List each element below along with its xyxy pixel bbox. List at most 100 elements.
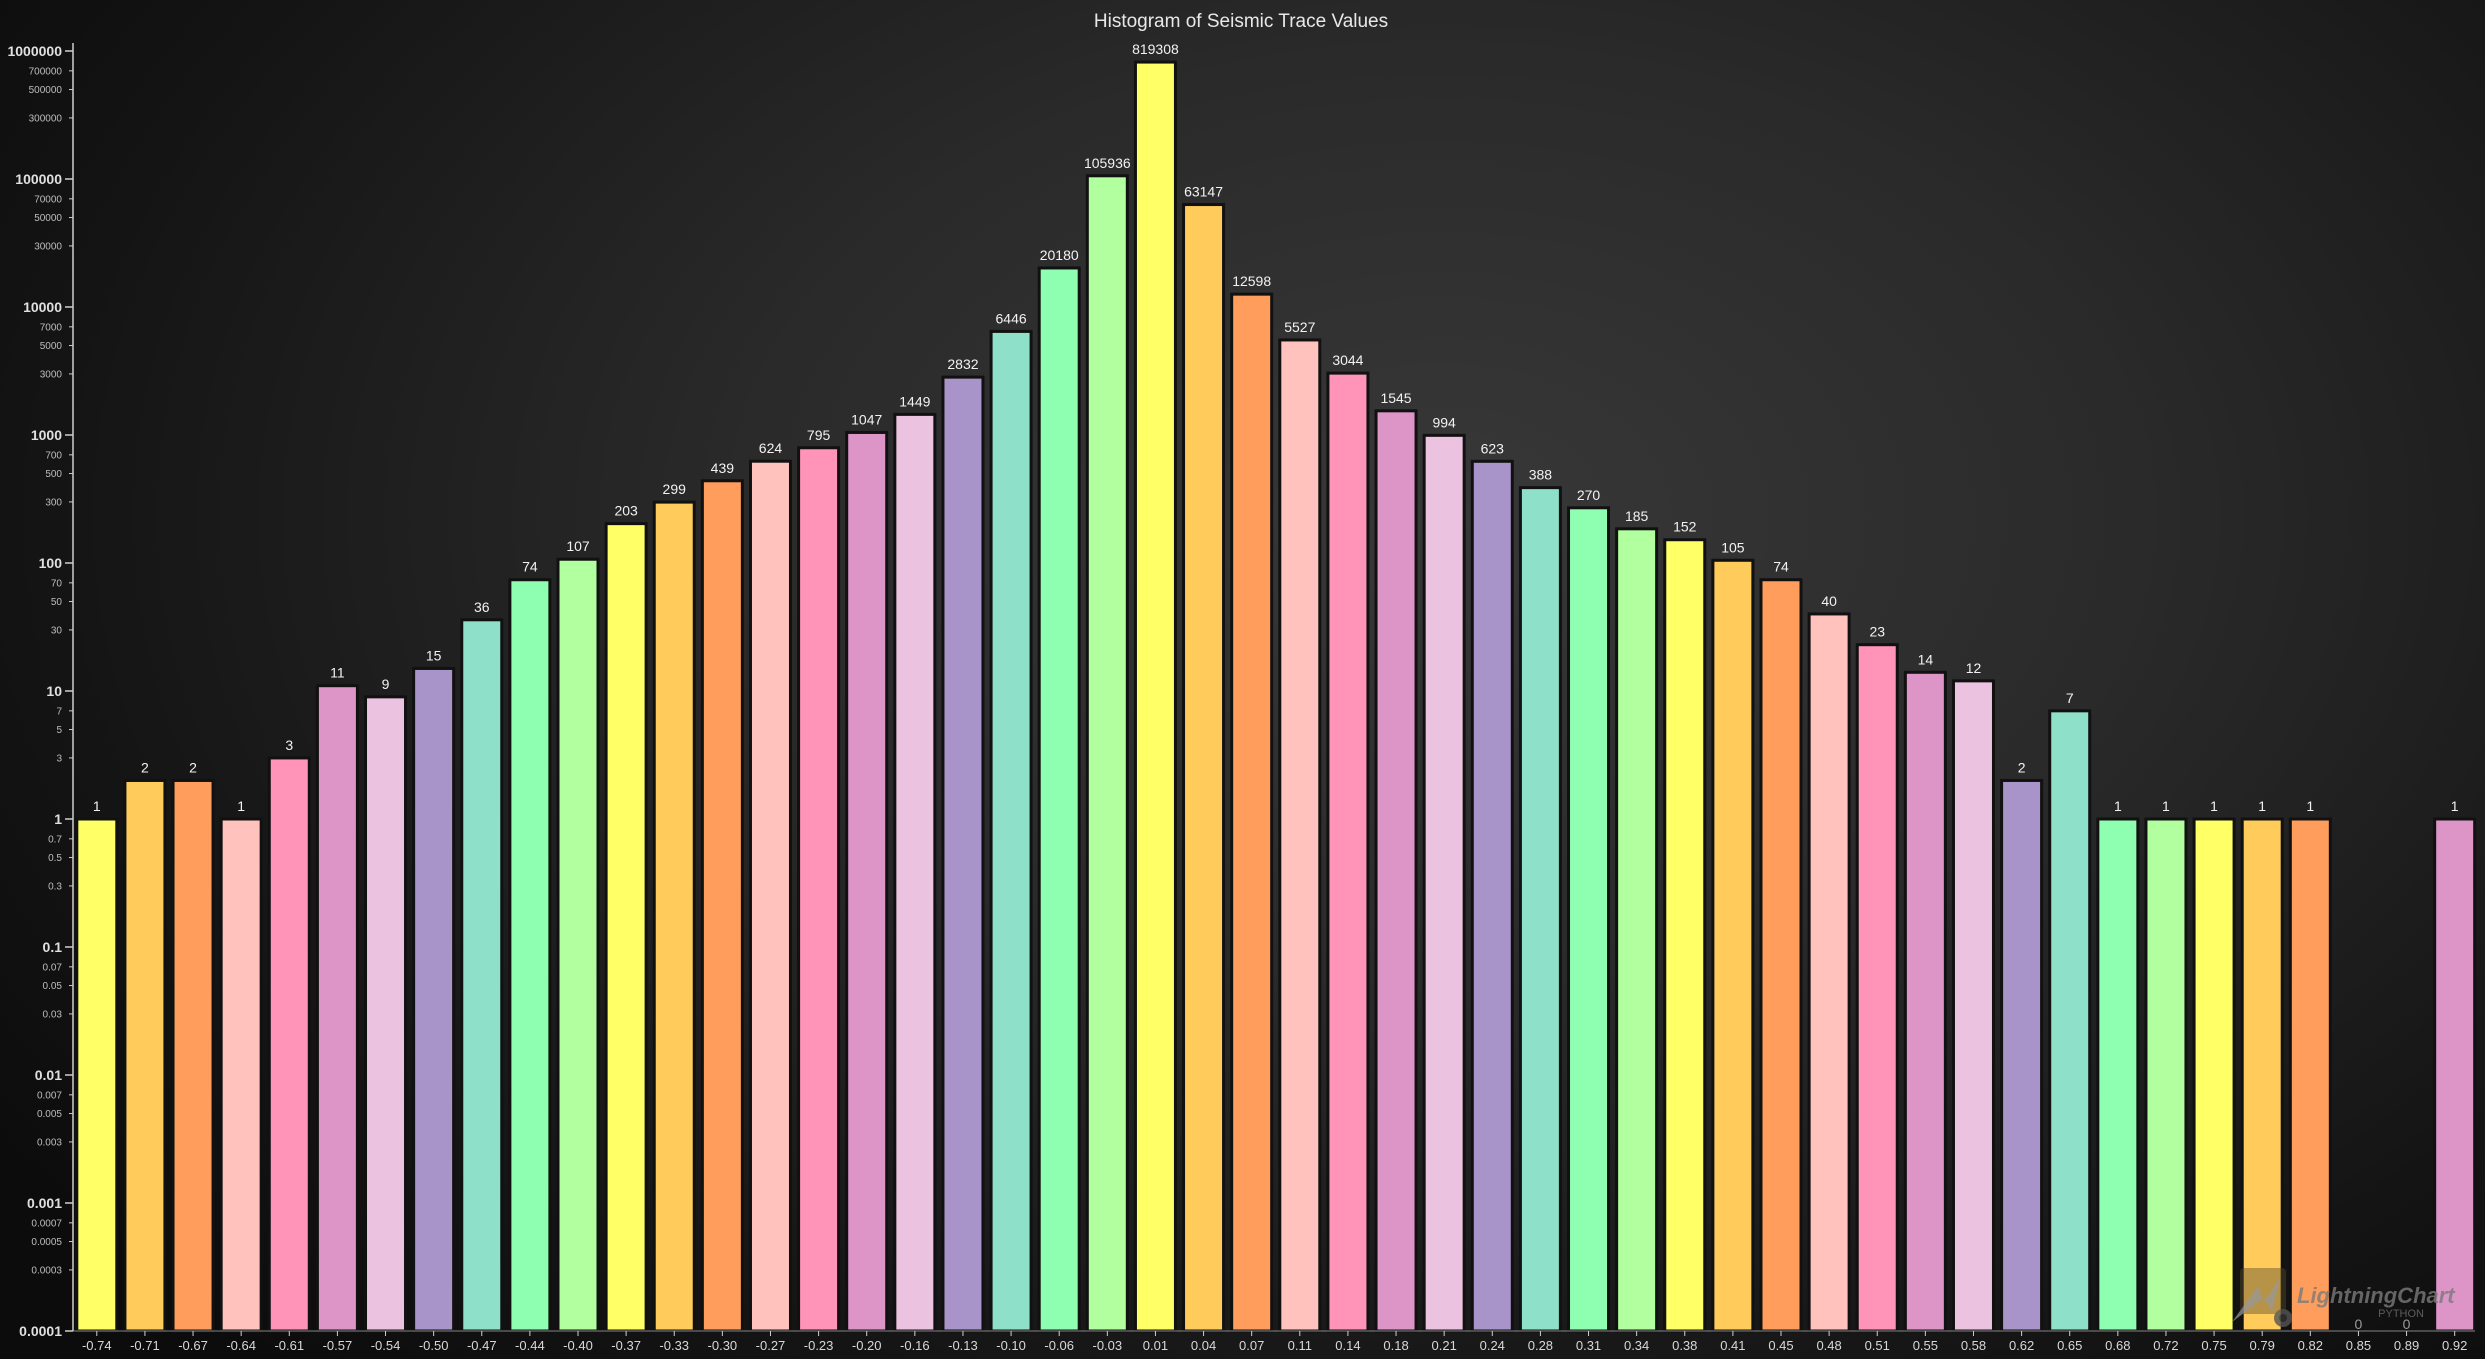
- y-minor-tick-label: 0.07: [43, 962, 63, 973]
- y-minor-tick-label: 0.05: [43, 981, 63, 992]
- bar-value-label: 14: [1918, 651, 1934, 667]
- bar-value-label: 1449: [899, 393, 930, 409]
- x-tick-label: 0.82: [2298, 1338, 2323, 1353]
- y-minor-tick-label: 30000: [34, 241, 62, 252]
- bar-value-label: 23: [1869, 624, 1885, 640]
- x-tick-label: -0.54: [371, 1338, 401, 1353]
- x-tick-label: 0.31: [1576, 1338, 1601, 1353]
- watermark-sub: PYTHON: [2378, 1308, 2424, 1320]
- y-minor-tick-label: 5: [56, 725, 62, 736]
- x-tick-label: 0.14: [1335, 1338, 1360, 1353]
- x-tick-label: -0.71: [130, 1338, 160, 1353]
- bar-value-label: 1: [2258, 798, 2266, 814]
- x-tick-label: -0.57: [323, 1338, 353, 1353]
- bar-value-label: 12598: [1232, 273, 1271, 289]
- x-tick-label: -0.20: [852, 1338, 882, 1353]
- x-tick-label: 0.21: [1432, 1338, 1457, 1353]
- histogram-bar: [1182, 203, 1226, 1333]
- x-tick-label: -0.61: [274, 1338, 304, 1353]
- y-tick-label: 0.01: [35, 1067, 62, 1083]
- y-minor-tick-label: 3000: [40, 369, 63, 380]
- y-tick-label: 1: [54, 811, 62, 827]
- x-tick-label: -0.10: [996, 1338, 1026, 1353]
- bar-value-label: 1545: [1380, 390, 1411, 406]
- x-tick-label: 0.34: [1624, 1338, 1649, 1353]
- bar-value-label: 36: [474, 599, 490, 615]
- histogram-bar: [2288, 817, 2332, 1333]
- x-tick-label: 0.55: [1913, 1338, 1938, 1353]
- bar-value-label: 1: [237, 798, 245, 814]
- x-tick-label: 0.72: [2153, 1338, 2178, 1353]
- x-tick-label: 0.68: [2105, 1338, 2130, 1353]
- histogram-bar: [1374, 409, 1418, 1333]
- y-minor-tick-label: 0.7: [48, 834, 62, 845]
- bar-value-label: 2: [189, 759, 197, 775]
- histogram-bar: [315, 684, 359, 1333]
- bar-value-label: 105936: [1084, 155, 1131, 171]
- x-tick-label: -0.13: [948, 1338, 978, 1353]
- bar-value-label: 40: [1821, 593, 1837, 609]
- histogram-bar: [1326, 371, 1370, 1333]
- histogram-bar: [2144, 817, 2188, 1333]
- x-tick-label: 0.92: [2442, 1338, 2467, 1353]
- y-minor-tick-label: 0.003: [37, 1137, 62, 1148]
- histogram-bar: [1951, 679, 1995, 1333]
- x-tick-label: -0.30: [708, 1338, 738, 1353]
- bar-value-label: 624: [759, 440, 783, 456]
- bars-group: [75, 60, 2477, 1333]
- bar-value-label: 74: [522, 559, 538, 575]
- watermark-name: LightningChart: [2297, 1283, 2456, 1308]
- x-axis: -0.74 -0.71 -0.67 -0.64 -0.61 -0.57 -0.54 -0.50…: [73, 1330, 2475, 1353]
- bar-value-label: 1: [2162, 798, 2170, 814]
- y-tick-label: 1000: [31, 427, 62, 443]
- bar-value-label: 1: [2114, 798, 2122, 814]
- bar-value-label: 795: [807, 427, 831, 443]
- histogram-bar: [893, 412, 937, 1333]
- y-tick-label: 10000: [23, 299, 62, 315]
- y-minor-tick-label: 7000: [40, 322, 63, 333]
- y-minor-tick-label: 0.007: [37, 1090, 62, 1101]
- histogram-bar: [1422, 433, 1466, 1333]
- bar-value-label: 994: [1432, 414, 1456, 430]
- x-tick-label: 0.75: [2201, 1338, 2226, 1353]
- histogram-bar: [2192, 817, 2236, 1333]
- x-tick-label: 0.24: [1480, 1338, 1505, 1353]
- histogram-bar: [989, 329, 1033, 1333]
- y-minor-tick-label: 0.0003: [31, 1265, 62, 1276]
- bar-value-label: 439: [711, 460, 735, 476]
- histogram-bar: [1230, 292, 1274, 1333]
- y-axis: 1000000 100000 10000 1000 100 10 1 0.1 0.01 0.001…: [7, 43, 74, 1339]
- bar-value-label: 5527: [1284, 319, 1315, 335]
- x-tick-label: -0.74: [82, 1338, 112, 1353]
- bar-value-label: 9: [382, 676, 390, 692]
- lightningchart-logo-icon: [2232, 1268, 2292, 1327]
- x-tick-label: -0.50: [419, 1338, 449, 1353]
- bar-value-label: 12: [1966, 660, 1982, 676]
- x-tick-label: 0.11: [1288, 1338, 1312, 1353]
- y-tick-label: 1000000: [7, 43, 62, 59]
- x-tick-label: -0.67: [178, 1338, 208, 1353]
- data-labels-group: 12 21311915367410720329943962479510471449…: [93, 41, 2459, 1332]
- x-tick-label: 0.51: [1865, 1338, 1890, 1353]
- bar-value-label: 203: [614, 503, 638, 519]
- bar-value-label: 1: [93, 798, 101, 814]
- histogram-bar: [267, 756, 311, 1333]
- histogram-bar: [364, 695, 408, 1333]
- histogram-bar: [1903, 670, 1947, 1333]
- bar-value-label: 2: [2018, 759, 2026, 775]
- bar-value-label: 105: [1721, 539, 1745, 555]
- bar-value-label: 2832: [947, 356, 978, 372]
- histogram-bar: [1759, 578, 1803, 1333]
- y-minor-tick-label: 30: [51, 625, 63, 636]
- y-tick-label: 100: [39, 555, 63, 571]
- histogram-bar: [941, 375, 985, 1333]
- bar-value-label: 1: [2306, 798, 2314, 814]
- histogram-bar: [412, 666, 456, 1333]
- y-minor-tick-label: 70: [51, 578, 63, 589]
- y-tick-label: 100000: [15, 171, 62, 187]
- histogram-bar: [748, 459, 792, 1333]
- bar-value-label: 3044: [1332, 352, 1363, 368]
- histogram-bar: [508, 578, 552, 1333]
- histogram-bar: [1518, 486, 1562, 1333]
